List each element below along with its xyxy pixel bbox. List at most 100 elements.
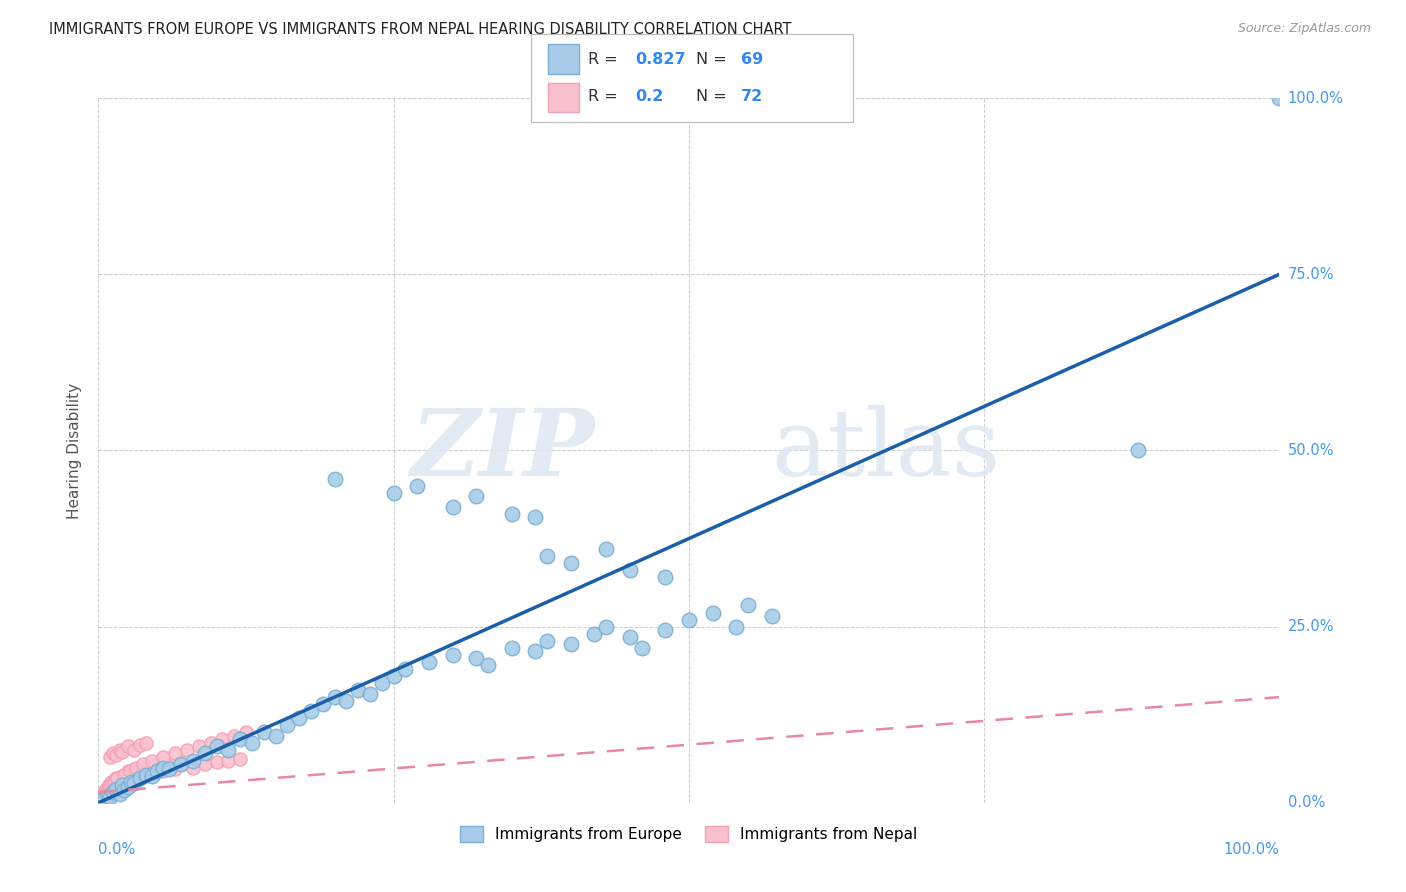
Point [96, 788, 118, 802]
Point [654, 623, 676, 637]
Point [135, 764, 157, 778]
Point [418, 655, 440, 669]
Point [118, 774, 141, 789]
Text: 75.0%: 75.0% [1288, 267, 1334, 282]
Point [524, 644, 547, 658]
Point [187, 739, 209, 754]
Text: 100.0%: 100.0% [1288, 91, 1344, 105]
Point [105, 783, 128, 797]
Text: IMMIGRANTS FROM EUROPE VS IMMIGRANTS FROM NEPAL HEARING DISABILITY CORRELATION C: IMMIGRANTS FROM EUROPE VS IMMIGRANTS FRO… [49, 22, 792, 37]
Point [132, 769, 155, 783]
Point [630, 640, 652, 655]
Point [299, 704, 322, 718]
Point [125, 760, 148, 774]
Point [217, 754, 239, 768]
Point [406, 478, 429, 492]
Point [323, 472, 346, 486]
Point [98, 750, 121, 764]
Point [347, 683, 370, 698]
Point [146, 764, 169, 778]
Point [382, 485, 405, 500]
Point [98, 790, 121, 805]
Point [217, 743, 239, 757]
Point [101, 785, 124, 799]
Point [121, 774, 143, 789]
Point [678, 613, 700, 627]
Point [619, 563, 641, 577]
Point [101, 785, 124, 799]
Point [114, 773, 136, 788]
Point [157, 759, 180, 773]
Point [595, 542, 617, 557]
Point [111, 769, 134, 783]
Point [165, 747, 187, 761]
Point [107, 778, 129, 792]
Point [105, 771, 128, 785]
Point [560, 637, 582, 651]
Text: 25.0%: 25.0% [1288, 619, 1334, 634]
Point [560, 556, 582, 570]
Point [122, 743, 145, 757]
Text: 0.0%: 0.0% [98, 841, 135, 856]
Point [96, 785, 118, 799]
Point [97, 789, 120, 803]
Point [501, 507, 523, 521]
Point [120, 764, 142, 778]
Point [501, 640, 523, 655]
Point [205, 755, 228, 769]
Point [152, 764, 174, 778]
Text: Source: ZipAtlas.com: Source: ZipAtlas.com [1237, 22, 1371, 36]
Point [323, 690, 346, 705]
Point [112, 767, 135, 781]
Point [97, 783, 120, 797]
Point [152, 750, 174, 764]
Point [761, 609, 783, 624]
Text: 50.0%: 50.0% [1288, 443, 1334, 458]
Point [240, 736, 263, 750]
Point [117, 764, 139, 778]
Point [253, 725, 276, 739]
Point [702, 606, 724, 620]
Point [121, 771, 143, 785]
Point [441, 648, 464, 662]
Point [264, 729, 287, 743]
Point [122, 776, 145, 790]
Point [141, 769, 163, 783]
Point [157, 762, 180, 776]
Point [536, 549, 558, 564]
Point [165, 762, 187, 776]
Point [108, 788, 131, 802]
Point [465, 651, 488, 665]
Point [1126, 443, 1149, 458]
Point [117, 780, 139, 795]
Point [135, 767, 157, 781]
Point [105, 771, 128, 785]
Point [595, 619, 617, 633]
Point [170, 757, 193, 772]
Text: 0.2: 0.2 [636, 89, 664, 104]
Point [132, 757, 155, 772]
Text: 0.0%: 0.0% [1288, 796, 1324, 810]
Point [111, 745, 134, 759]
Point [104, 781, 127, 796]
Text: atlas: atlas [772, 406, 1001, 495]
Point [737, 599, 759, 613]
Point [1268, 91, 1291, 105]
Point [100, 774, 122, 789]
Point [181, 754, 204, 768]
Point [235, 725, 257, 739]
Point [141, 754, 163, 768]
Text: 0.827: 0.827 [636, 52, 686, 67]
Point [103, 774, 125, 789]
Point [101, 747, 124, 761]
Point [229, 752, 252, 766]
Point [103, 776, 125, 790]
Point [91, 790, 114, 805]
Point [205, 739, 228, 754]
Point [98, 778, 121, 792]
Point [93, 789, 115, 803]
Point [108, 743, 131, 757]
Point [90, 792, 112, 806]
Text: R =: R = [588, 52, 623, 67]
Point [120, 776, 142, 790]
